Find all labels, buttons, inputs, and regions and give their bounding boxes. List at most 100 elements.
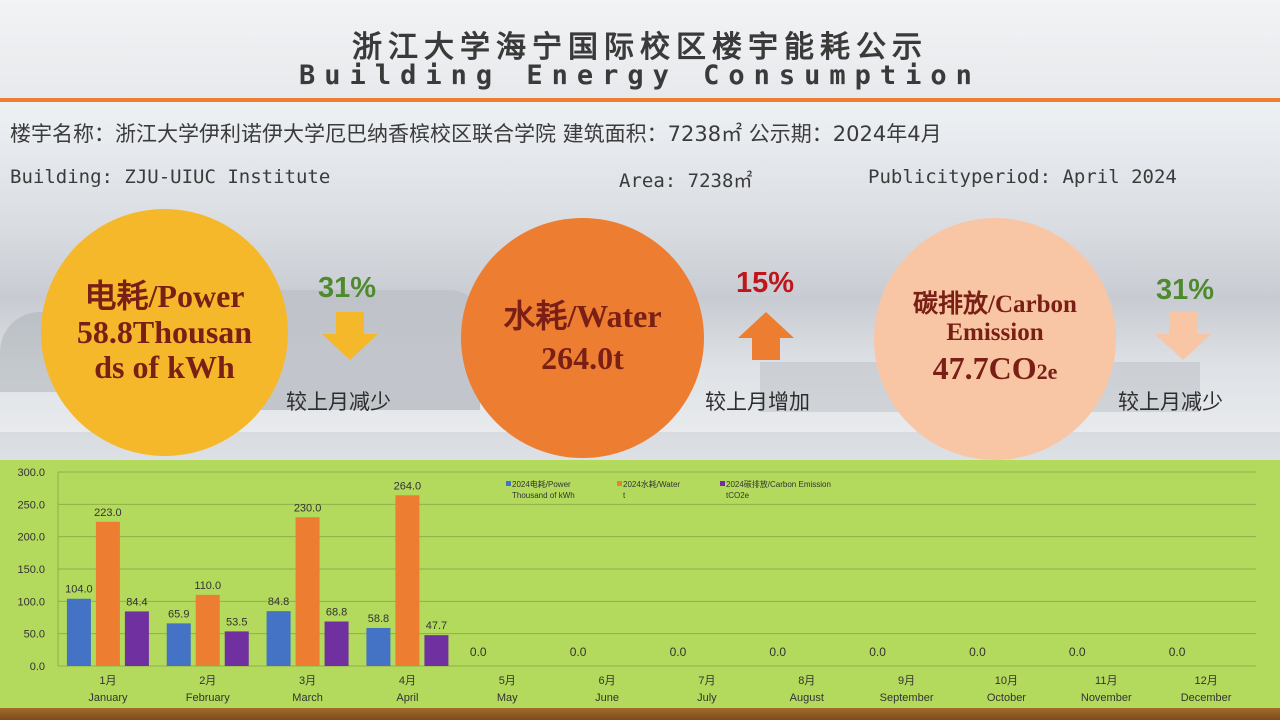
x-tick-label-en: August — [790, 692, 824, 704]
power-value-line1: 58.8Thousan — [76, 313, 253, 350]
bar — [195, 594, 220, 666]
x-tick-label-en: April — [396, 692, 418, 704]
legend-unit: t — [623, 491, 626, 500]
data-label: 47.7 — [426, 620, 447, 632]
data-label: 230.0 — [294, 502, 322, 514]
legend-unit: tCO2e — [726, 491, 750, 500]
water-change-percent: 15% — [736, 267, 795, 299]
carbon-value-main: 47.7CO — [932, 350, 1037, 387]
legend-swatch — [720, 481, 725, 486]
bar — [224, 631, 249, 666]
x-tick-label-cn: 2月 — [199, 675, 216, 687]
power-value-line2: ds of kWh — [94, 349, 235, 386]
water-change-note: 较上月增加 — [705, 390, 810, 414]
x-tick-label-en: October — [987, 692, 1026, 704]
data-label: 0.0 — [1169, 645, 1186, 659]
data-label: 0.0 — [470, 645, 487, 659]
x-tick-label-cn: 10月 — [995, 675, 1018, 687]
x-tick-label-cn: 3月 — [299, 675, 316, 687]
x-tick-label-cn: 11月 — [1095, 675, 1117, 687]
data-label: 84.4 — [126, 596, 147, 608]
page-title-en: Building Energy Consumption — [299, 60, 981, 91]
power-change-percent: 31% — [318, 272, 377, 304]
bar — [66, 598, 91, 666]
data-label: 53.5 — [226, 616, 247, 628]
y-tick-label: 50.0 — [24, 629, 45, 641]
data-label: 0.0 — [670, 645, 687, 659]
carbon-label: 碳排放/Carbon — [913, 291, 1077, 319]
bar — [395, 495, 420, 666]
data-label: 0.0 — [969, 645, 986, 659]
x-tick-label-en: November — [1081, 692, 1132, 704]
water-label: 水耗/Water — [503, 298, 662, 335]
monthly-consumption-chart: 0.0 50.0 100.0 150.0 200.0 250.0 300.0 1月 Januar… — [17, 467, 1256, 704]
x-tick-label-cn: 8月 — [798, 675, 815, 687]
bar — [324, 621, 349, 666]
building-name-en: Building: ZJU-UIUC Institute — [10, 166, 331, 188]
title-band: 浙江大学海宁国际校区楼宇能耗公示 Building Energy Consump… — [0, 0, 1280, 100]
power-change-note: 较上月减少 — [286, 390, 391, 414]
carbon-circle: 碳排放/Carbon Emission 47.7CO2e — [874, 218, 1116, 460]
bar — [266, 611, 291, 666]
y-tick-label: 250.0 — [17, 499, 45, 511]
carbon-down-arrow-icon — [1155, 312, 1211, 360]
y-tick-label: 0.0 — [30, 661, 45, 673]
carbon-change-note: 较上月减少 — [1118, 390, 1223, 414]
x-tick-label-cn: 5月 — [499, 675, 516, 687]
x-tick-label-en: December — [1181, 692, 1232, 704]
publicity-period-en: Publicityperiod: April 2024 — [868, 166, 1177, 188]
carbon-value-sub: 2e — [1036, 359, 1058, 385]
legend-label: 2024碳排放/Carbon Emission — [726, 479, 831, 489]
carbon-change-percent: 31% — [1156, 274, 1215, 306]
legend-unit: Thousand of kWh — [512, 491, 575, 500]
building-area-en: Area: 7238㎡ — [619, 170, 753, 192]
legend-swatch — [506, 481, 511, 486]
x-tick-label-cn: 12月 — [1194, 675, 1217, 687]
building-info-cn: 楼宇名称：浙江大学伊利诺伊大学厄巴纳香槟校区联合学院 建筑面积：7238㎡ 公示… — [10, 122, 942, 146]
x-tick-label-en: February — [186, 692, 231, 704]
carbon-label-line2: Emission — [946, 319, 1044, 347]
data-label: 0.0 — [570, 645, 587, 659]
x-tick-label-cn: 4月 — [399, 675, 416, 687]
data-label: 110.0 — [194, 580, 221, 592]
x-tick-label-cn: 9月 — [898, 675, 915, 687]
bar — [424, 635, 449, 666]
data-label: 65.9 — [168, 608, 189, 620]
data-label: 0.0 — [869, 645, 886, 659]
x-tick-label-en: March — [292, 692, 323, 704]
power-down-arrow-icon — [322, 312, 378, 360]
x-tick-label-en: May — [497, 692, 518, 704]
legend-label: 2024电耗/Power — [512, 479, 571, 489]
y-tick-label: 300.0 — [17, 467, 45, 479]
y-tick-label: 150.0 — [17, 564, 45, 576]
data-label: 68.8 — [326, 607, 347, 619]
x-tick-label-cn: 6月 — [599, 675, 616, 687]
bar — [295, 517, 320, 666]
carbon-value: 47.7CO2e — [932, 350, 1058, 387]
water-value: 264.0t — [541, 340, 624, 376]
data-label: 0.0 — [769, 645, 786, 659]
power-circle: 电耗/Power 58.8Thousan ds of kWh — [41, 209, 288, 456]
bar — [166, 623, 191, 666]
bar — [366, 627, 391, 666]
data-label: 0.0 — [1069, 645, 1086, 659]
legend-label: 2024水耗/Water — [623, 479, 680, 489]
water-up-arrow-icon — [738, 312, 794, 360]
data-label: 84.8 — [268, 596, 289, 608]
chart-area: 0.0 50.0 100.0 150.0 200.0 250.0 300.0 1月 Januar… — [0, 460, 1280, 708]
data-label: 223.0 — [94, 507, 122, 519]
bottom-strip — [0, 708, 1280, 720]
x-tick-label-en: June — [595, 692, 619, 704]
data-label: 58.8 — [368, 613, 389, 625]
legend-swatch — [617, 481, 622, 486]
bar — [95, 521, 120, 666]
y-tick-label: 100.0 — [17, 596, 45, 608]
y-tick-label: 200.0 — [17, 532, 45, 544]
water-circle: 水耗/Water 264.0t — [461, 218, 704, 458]
data-label: 104.0 — [65, 584, 93, 596]
bar — [124, 611, 149, 666]
x-tick-label-en: September — [880, 692, 934, 704]
x-tick-label-cn: 1月 — [99, 675, 116, 687]
page-title-cn: 浙江大学海宁国际校区楼宇能耗公示 — [352, 30, 928, 65]
x-tick-label-cn: 7月 — [698, 675, 715, 687]
